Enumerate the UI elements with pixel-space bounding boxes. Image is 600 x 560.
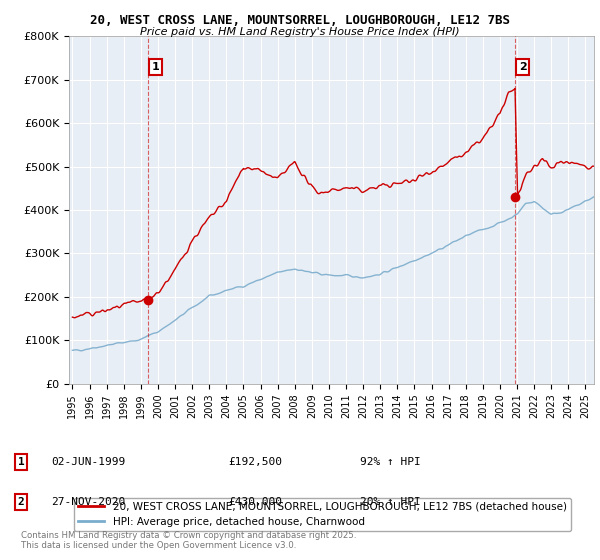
Text: 20, WEST CROSS LANE, MOUNTSORREL, LOUGHBOROUGH, LE12 7BS: 20, WEST CROSS LANE, MOUNTSORREL, LOUGHB…	[90, 14, 510, 27]
Text: 2: 2	[17, 497, 25, 507]
Text: Price paid vs. HM Land Registry's House Price Index (HPI): Price paid vs. HM Land Registry's House …	[140, 27, 460, 37]
Text: £192,500: £192,500	[228, 457, 282, 467]
Text: 1: 1	[17, 457, 25, 467]
Text: 92% ↑ HPI: 92% ↑ HPI	[360, 457, 421, 467]
Legend: 20, WEST CROSS LANE, MOUNTSORREL, LOUGHBOROUGH, LE12 7BS (detached house), HPI: : 20, WEST CROSS LANE, MOUNTSORREL, LOUGHB…	[74, 498, 571, 531]
Text: £430,000: £430,000	[228, 497, 282, 507]
Text: 27-NOV-2020: 27-NOV-2020	[51, 497, 125, 507]
Text: 02-JUN-1999: 02-JUN-1999	[51, 457, 125, 467]
Text: 20% ↑ HPI: 20% ↑ HPI	[360, 497, 421, 507]
Text: 2: 2	[519, 62, 527, 72]
Text: Contains HM Land Registry data © Crown copyright and database right 2025.
This d: Contains HM Land Registry data © Crown c…	[21, 530, 356, 550]
Text: 1: 1	[151, 62, 159, 72]
